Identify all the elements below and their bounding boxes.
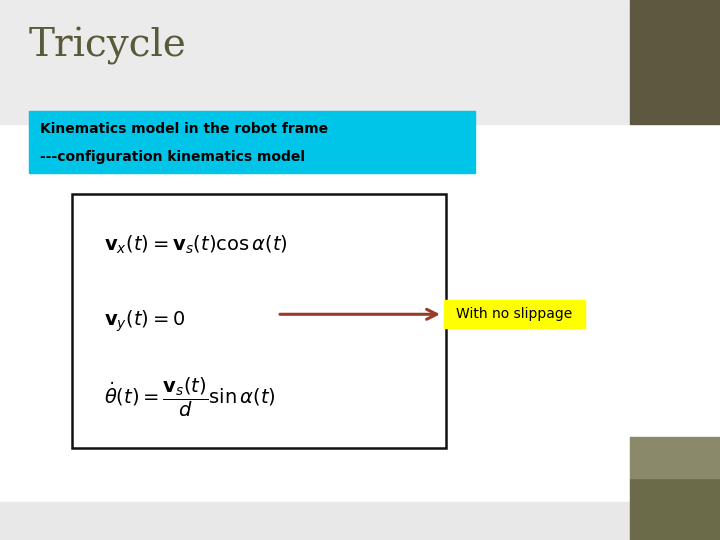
Bar <box>630 0 720 124</box>
Bar <box>630 478 720 540</box>
Text: $\dot{\theta}(t) = \dfrac{\mathbf{v}_s(t)}{d}\sin\alpha(t)$: $\dot{\theta}(t) = \dfrac{\mathbf{v}_s(t… <box>104 376 276 419</box>
Bar <box>630 437 720 478</box>
Bar <box>444 300 585 328</box>
Bar <box>0 502 630 540</box>
Text: Kinematics model in the robot frame: Kinematics model in the robot frame <box>40 123 328 136</box>
Text: Tricycle: Tricycle <box>29 27 186 65</box>
Text: $\mathbf{v}_x(t) = \mathbf{v}_s(t)\cos\alpha(t)$: $\mathbf{v}_x(t) = \mathbf{v}_s(t)\cos\a… <box>104 234 288 256</box>
Bar <box>72 194 446 448</box>
Bar <box>0 0 630 124</box>
Bar <box>29 111 475 173</box>
Text: ---configuration kinematics model: ---configuration kinematics model <box>40 150 305 164</box>
Text: With no slippage: With no slippage <box>456 307 572 321</box>
Text: $\mathbf{v}_y(t) = 0$: $\mathbf{v}_y(t) = 0$ <box>104 308 186 334</box>
